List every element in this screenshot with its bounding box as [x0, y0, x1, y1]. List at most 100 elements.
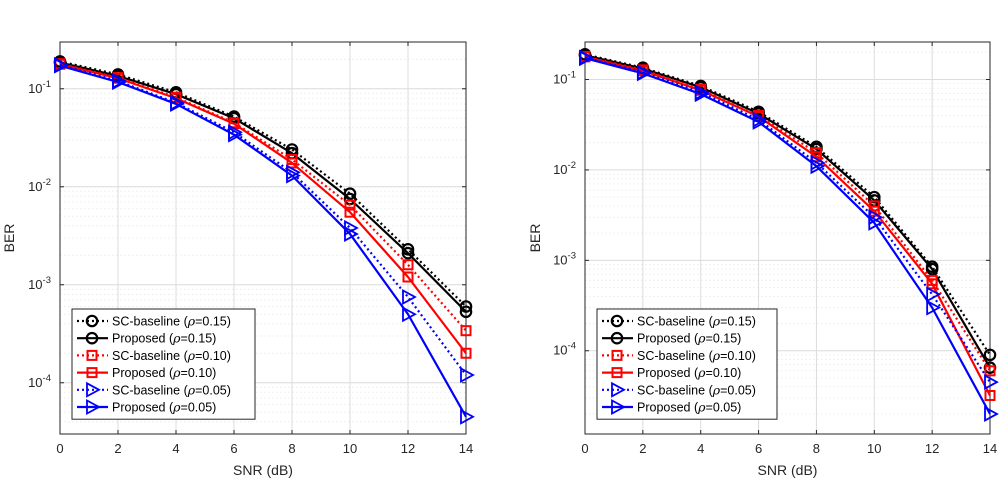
data-point	[402, 288, 417, 306]
x-tick-label: 10	[867, 441, 881, 456]
grid	[585, 42, 990, 434]
legend-label: SC-baseline (ρ=0.10)	[637, 348, 756, 363]
legend-label-value: =0.15)	[720, 315, 756, 329]
axes-box	[584, 41, 991, 435]
data-point	[344, 199, 356, 211]
legend-item: Proposed (ρ=0.15)	[77, 331, 216, 346]
data-point	[401, 246, 415, 260]
y-tick-base: 10	[553, 252, 567, 267]
y-tick-label: 10-2	[28, 177, 51, 194]
data-point	[984, 374, 999, 391]
y-tick-label: 10-3	[28, 275, 51, 292]
legend-label-value: =0.10)	[720, 349, 756, 363]
legend-label-greek: ρ	[712, 348, 721, 363]
data-point	[402, 259, 414, 271]
data-point	[112, 74, 127, 91]
y-tick-exponent: -1	[568, 70, 576, 81]
y-tick-label: 10-1	[553, 70, 576, 87]
y-tick-label: 10-2	[553, 160, 576, 177]
legend-label-greek: ρ	[172, 365, 181, 380]
legend-label-greek: ρ	[697, 365, 706, 380]
x-tick-label: 14	[459, 441, 473, 456]
data-point	[228, 126, 243, 143]
legend-marker	[86, 398, 101, 416]
y-tick-label: 10-3	[553, 250, 576, 267]
data-point	[694, 86, 710, 103]
x-tick-label: 2	[639, 441, 646, 456]
x-tick-label: 12	[925, 441, 939, 456]
legend-marker	[610, 331, 624, 345]
data-point	[344, 225, 359, 242]
y-tick-label: 10-4	[553, 341, 576, 358]
x-tick-label: 0	[581, 441, 588, 456]
data-point	[926, 286, 942, 303]
legend-label-value: =0.10)	[706, 366, 742, 380]
legend: SC-baseline (ρ=0.15)Proposed (ρ=0.15)SC-…	[71, 308, 256, 420]
y-tick-exponent: -1	[43, 79, 51, 90]
x-tick-label: 4	[172, 441, 179, 456]
legend-label-value: =0.05)	[181, 401, 217, 415]
series-group	[53, 55, 475, 425]
data-point	[925, 262, 939, 276]
legend-marker	[85, 314, 99, 328]
data-point	[170, 95, 185, 112]
data-point	[636, 65, 652, 82]
data-point	[868, 214, 884, 231]
legend-item: Proposed (ρ=0.10)	[602, 365, 741, 380]
legend-label-greek: ρ	[187, 382, 196, 397]
data-point	[460, 325, 472, 337]
data-point	[752, 113, 768, 130]
y-tick-base: 10	[28, 81, 42, 96]
legend-label: SC-baseline (ρ=0.15)	[637, 314, 756, 329]
legend-label: SC-baseline (ρ=0.10)	[112, 348, 231, 363]
legend-label: SC-baseline (ρ=0.15)	[112, 314, 231, 329]
legend-marker	[610, 314, 624, 328]
y-tick-base: 10	[553, 343, 567, 358]
legend-box	[596, 308, 778, 420]
legend-label-value: =0.05)	[706, 401, 742, 415]
legend-label-value: =0.10)	[181, 366, 217, 380]
axes-box	[59, 41, 467, 435]
y-axis-label: BER	[1, 224, 17, 253]
x-tick-label: 0	[56, 441, 63, 456]
data-point	[286, 157, 298, 169]
legend-label-text: SC-baseline (	[637, 349, 714, 363]
legend-item: Proposed (ρ=0.05)	[77, 398, 216, 416]
legend-marker	[611, 367, 623, 379]
x-tick-label: 14	[983, 441, 997, 456]
data-point	[926, 299, 942, 316]
data-point	[460, 366, 475, 384]
y-tick-base: 10	[553, 72, 567, 87]
legend-label-text: Proposed (	[637, 401, 699, 415]
legend-label: Proposed (ρ=0.05)	[112, 400, 216, 415]
legend-label-greek: ρ	[712, 382, 721, 397]
data-point	[926, 278, 938, 290]
legend-label-value: =0.15)	[195, 315, 231, 329]
y-tick-exponent: -3	[43, 275, 51, 286]
legend-label-text: SC-baseline (	[112, 349, 189, 363]
series-line	[59, 61, 467, 313]
series-6	[54, 57, 475, 425]
legend-marker	[86, 381, 101, 398]
series-line	[59, 63, 467, 354]
x-axis-label: SNR (dB)	[233, 462, 293, 478]
data-point	[344, 206, 356, 218]
legend-box	[71, 308, 256, 420]
legend-label-value: =0.10)	[195, 349, 231, 363]
legend-marker	[85, 331, 99, 345]
legend-label-text: SC-baseline (	[112, 315, 189, 329]
legend-label: SC-baseline (ρ=0.05)	[112, 382, 231, 397]
legend-item: SC-baseline (ρ=0.10)	[77, 348, 231, 363]
legend-label-text: SC-baseline (	[637, 315, 714, 329]
series-line	[59, 60, 467, 308]
x-tick-label: 8	[813, 441, 820, 456]
data-point	[402, 306, 417, 323]
series-line	[584, 57, 991, 415]
legend-label: Proposed (ρ=0.15)	[112, 331, 216, 346]
legend-label: SC-baseline (ρ=0.05)	[637, 382, 756, 397]
legend-item: SC-baseline (ρ=0.10)	[602, 348, 756, 363]
legend-label-greek: ρ	[187, 348, 196, 363]
legend-item: SC-baseline (ρ=0.05)	[602, 381, 756, 398]
legend-item: Proposed (ρ=0.05)	[602, 398, 742, 416]
